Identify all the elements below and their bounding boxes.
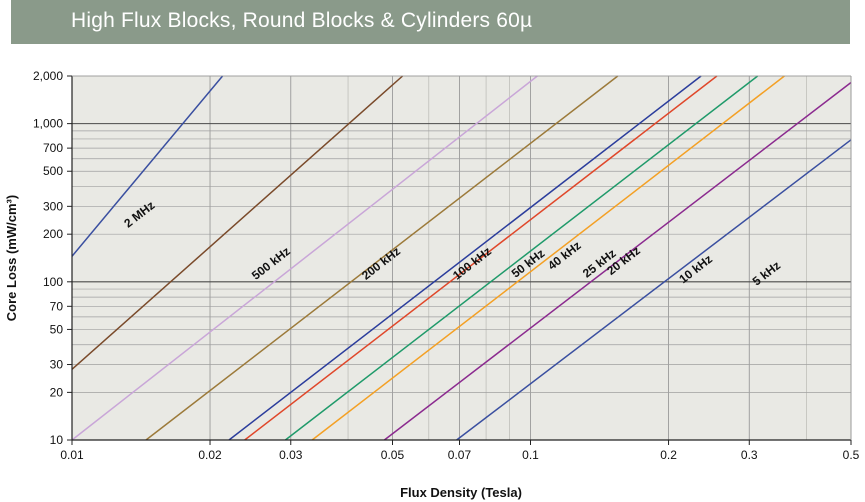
series-line-40-khz (244, 75, 718, 441)
title-banner: High Flux Blocks, Round Blocks & Cylinde… (11, 0, 850, 44)
series-line-100-khz (145, 75, 619, 441)
y-tick-label: 500 (43, 164, 63, 178)
y-axis-label: Core Loss (mW/cm³) (4, 195, 19, 321)
y-tick-label: 100 (43, 275, 63, 289)
x-tick-label: 0.1 (522, 448, 539, 462)
series-line-50-khz (228, 75, 702, 441)
series-line-500-khz (71, 75, 404, 370)
y-tick-label: 30 (50, 358, 64, 372)
series-line-2-mhz (71, 75, 224, 257)
series-line-20-khz (311, 75, 785, 441)
x-tick-label: 0.5 (843, 448, 860, 462)
y-tick-label: 10 (50, 433, 64, 447)
series-line-10-khz (383, 81, 852, 441)
y-tick-label: 1,000 (33, 117, 63, 131)
x-tick-label: 0.03 (279, 448, 303, 462)
y-tick-label: 2,000 (33, 69, 63, 83)
series-line-5-khz (456, 139, 852, 441)
y-tick-label: 200 (43, 227, 63, 241)
y-tick-label: 300 (43, 199, 63, 213)
x-tick-label: 0.01 (60, 448, 84, 462)
y-tick-label: 70 (50, 299, 64, 313)
plot-area (72, 76, 851, 440)
y-tick-label: 700 (43, 141, 63, 155)
series-line-25-khz (284, 75, 759, 441)
x-tick-label: 0.3 (741, 448, 758, 462)
y-tick-label: 50 (50, 322, 64, 336)
x-axis-label: Flux Density (Tesla) (400, 485, 522, 500)
x-tick-label: 0.07 (448, 448, 472, 462)
series-line-200-khz (71, 75, 538, 441)
x-tick-label: 0.05 (381, 448, 405, 462)
y-tick-label: 20 (50, 385, 64, 399)
x-tick-label: 0.2 (660, 448, 677, 462)
chart-title: High Flux Blocks, Round Blocks & Cylinde… (71, 9, 533, 32)
x-tick-label: 0.02 (198, 448, 222, 462)
